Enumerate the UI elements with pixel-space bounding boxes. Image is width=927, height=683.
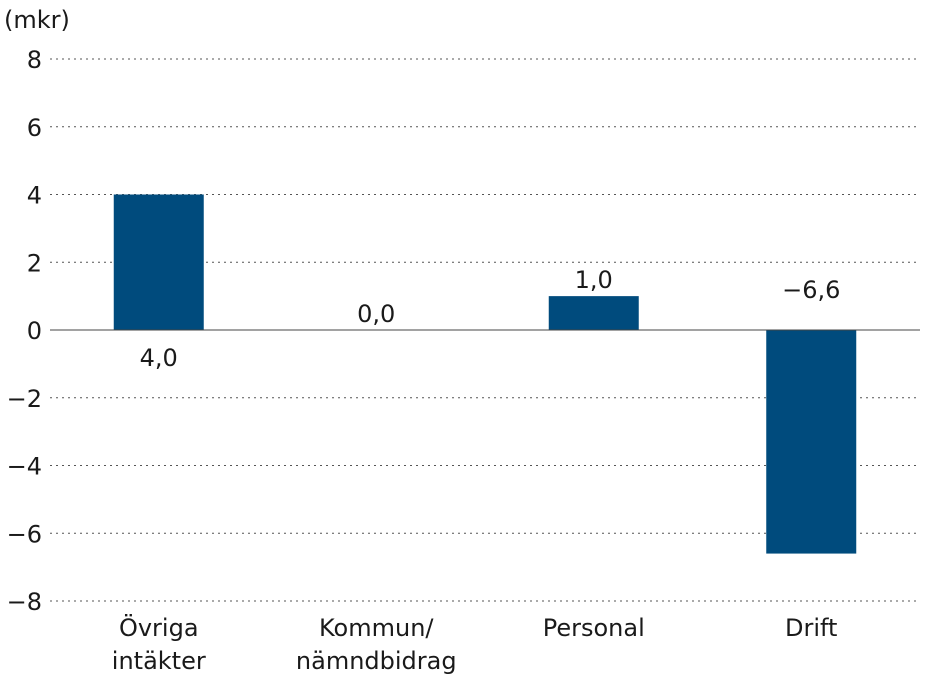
category-label: Övriga intäkter bbox=[112, 613, 206, 675]
category-label-line: intäkter bbox=[112, 647, 206, 675]
data-label: 4,0 bbox=[140, 344, 178, 372]
bar bbox=[766, 330, 857, 554]
data-label: −6,6 bbox=[782, 276, 840, 304]
y-tick-label: −2 bbox=[7, 385, 42, 413]
category-label-line: nämndbidrag bbox=[296, 647, 457, 675]
bar bbox=[548, 296, 639, 330]
y-tick-label: −6 bbox=[7, 520, 42, 548]
y-axis-ticks: 8 6 4 2 0 −2 −4 −6 −8 bbox=[7, 46, 42, 616]
bar bbox=[113, 194, 204, 330]
y-tick-label: 8 bbox=[27, 46, 42, 74]
y-axis-unit-label: (mkr) bbox=[4, 6, 70, 34]
data-label: 1,0 bbox=[575, 266, 613, 294]
data-label: 0,0 bbox=[357, 300, 395, 328]
y-tick-label: −8 bbox=[7, 588, 42, 616]
category-label-line: Drift bbox=[785, 614, 837, 642]
category-label-line: Kommun/ bbox=[319, 614, 434, 642]
y-tick-label: 2 bbox=[27, 249, 42, 277]
bars bbox=[113, 194, 857, 554]
category-label: Personal bbox=[543, 614, 645, 642]
y-tick-label: 6 bbox=[27, 114, 42, 142]
category-label-line: Personal bbox=[543, 614, 645, 642]
y-tick-label: −4 bbox=[7, 453, 42, 481]
category-labels: Övriga intäkter Kommun/nämndbidrag Personal… bbox=[112, 613, 838, 675]
category-label: Kommun/nämndbidrag bbox=[296, 614, 457, 675]
y-tick-label: 0 bbox=[27, 317, 42, 345]
category-label: Drift bbox=[785, 614, 837, 642]
y-tick-label: 4 bbox=[27, 182, 42, 210]
data-labels: 4,0 0,0 1,0 −6,6 bbox=[140, 266, 841, 372]
category-label-line: Övriga bbox=[119, 613, 199, 642]
